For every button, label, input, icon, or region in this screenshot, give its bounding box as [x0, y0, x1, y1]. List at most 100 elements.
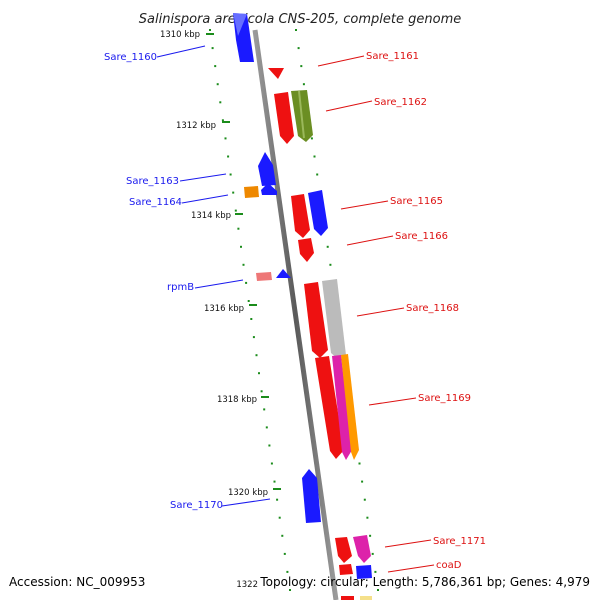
label-sare-1169[interactable]: Sare_1169	[418, 393, 471, 404]
callout-rpmb	[194, 279, 244, 289]
label-rpmb[interactable]: rpmB	[167, 282, 194, 293]
kbp-tick-label: 1316 kbp	[204, 304, 244, 314]
gene-sare-1161[interactable]	[268, 68, 284, 79]
tick-dot	[250, 318, 253, 320]
tick-dot	[234, 209, 237, 212]
tick-dot	[297, 47, 300, 50]
tick-dot	[270, 462, 273, 465]
tick-dot	[263, 408, 266, 411]
label-sare-1161[interactable]: Sare_1161	[366, 51, 419, 62]
gene-sare-1166[interactable]	[298, 238, 314, 262]
callout-sare-1171	[384, 539, 432, 548]
tick-dot	[214, 65, 217, 68]
tick-dot	[268, 444, 271, 447]
label-sare-1170[interactable]: Sare_1170	[170, 500, 223, 511]
tick-dot	[260, 390, 263, 393]
gene-sare-1163[interactable]	[258, 152, 276, 186]
tick-dot	[240, 245, 242, 248]
callout-sare-1168	[356, 307, 405, 317]
kbp-tick-label: 1314 kbp	[191, 211, 231, 221]
genome-backbone	[252, 29, 339, 600]
gene-sare-1164[interactable]	[244, 186, 259, 198]
gene-features	[233, 13, 372, 600]
tick-dot	[302, 83, 305, 86]
gene-sare-1168-partner[interactable]	[322, 279, 346, 360]
label-sare-1162[interactable]: Sare_1162	[374, 97, 427, 108]
gene-sare-1163b[interactable]	[261, 183, 277, 195]
tick-dot	[326, 245, 329, 248]
tick-dot	[211, 47, 214, 50]
callout-lines	[156, 45, 435, 573]
label-sare-1163[interactable]: Sare_1163	[126, 176, 179, 187]
tick-dot	[221, 119, 224, 122]
tick-dot	[374, 570, 377, 573]
tick-dot	[358, 462, 361, 465]
tick-dot	[209, 29, 211, 31]
gene-sare-1168[interactable]	[304, 282, 328, 358]
gene-bottom-red	[341, 596, 354, 600]
label-coad[interactable]: coaD	[436, 560, 462, 571]
tick-dot	[310, 137, 313, 140]
callout-sare-1165	[340, 200, 389, 210]
kbp-tick-label: 1322	[236, 580, 258, 590]
tick-dot	[316, 173, 319, 176]
label-sare-1160[interactable]: Sare_1160	[104, 52, 157, 63]
callout-sare-1166	[346, 235, 394, 246]
gene-coad[interactable]	[339, 564, 353, 575]
gene-rpmb[interactable]	[256, 272, 272, 281]
tick-dot	[247, 300, 250, 302]
gene-labels: Sare_1160 Sare_1161 Sare_1162 Sare_1163 …	[104, 51, 486, 571]
tick-dot	[369, 534, 372, 537]
tick-dot	[252, 336, 255, 339]
tick-dot	[273, 480, 276, 483]
gene-coad-partner[interactable]	[356, 565, 372, 579]
callout-sare-1163	[179, 173, 227, 182]
accession-text: Accession: NC_009953	[9, 575, 145, 589]
gene-sare-1165[interactable]	[291, 194, 310, 238]
tick-dot	[242, 263, 245, 266]
gene-sare-1171-partner[interactable]	[353, 535, 371, 563]
gene-sare-1165-partner[interactable]	[308, 190, 328, 236]
tick-dot	[313, 155, 316, 158]
tick-dot	[295, 29, 297, 31]
gene-sare-1169-partner[interactable]	[332, 355, 352, 460]
gene-sare-1162[interactable]	[274, 92, 294, 144]
tick-dot	[286, 570, 289, 573]
tick-dot	[281, 534, 284, 537]
tick-dot	[283, 552, 286, 555]
gene-sare-1171[interactable]	[335, 537, 352, 563]
tick-dot	[276, 498, 279, 501]
topology-text: Topology: circular; Length: 5,786,361 bp…	[259, 575, 590, 589]
kbp-ticks: 1310 kbp 1312 kbp 1314 kbp 1316 kbp 1318…	[160, 30, 281, 590]
tick-dot	[289, 589, 291, 591]
tick-dot	[278, 516, 281, 519]
gene-sare-1160-highlight	[233, 13, 247, 36]
callout-sare-1161	[317, 55, 365, 67]
label-sare-1166[interactable]: Sare_1166	[395, 231, 448, 242]
tick-dot	[227, 155, 230, 158]
tick-dot	[216, 83, 219, 86]
tick-dot	[371, 552, 374, 555]
kbp-tick-label: 1318 kbp	[217, 395, 257, 405]
tick-dot	[245, 281, 248, 284]
gene-sare-1169[interactable]	[315, 356, 344, 459]
label-sare-1165[interactable]: Sare_1165	[390, 196, 443, 207]
kbp-tick-label: 1320 kbp	[228, 488, 268, 498]
kbp-tick-label: 1310 kbp	[160, 30, 200, 40]
map-title: Salinispora arenicola CNS-205, complete …	[139, 12, 461, 27]
tick-dot	[265, 426, 268, 429]
label-sare-1168[interactable]: Sare_1168	[406, 303, 459, 314]
tick-dot	[258, 372, 260, 375]
tick-dot	[300, 65, 303, 68]
gene-sare-1170[interactable]	[302, 469, 321, 523]
kbp-tick-label: 1312 kbp	[176, 121, 216, 131]
gene-rpmb-partner[interactable]	[276, 269, 291, 278]
label-sare-1171[interactable]: Sare_1171	[433, 536, 486, 547]
tick-dot	[232, 191, 235, 194]
callout-sare-1160	[156, 45, 206, 58]
gene-sare-1169-partner-b[interactable]	[341, 354, 359, 460]
tick-dot	[229, 173, 232, 176]
label-sare-1164[interactable]: Sare_1164	[129, 197, 182, 208]
callout-coad	[387, 564, 435, 573]
